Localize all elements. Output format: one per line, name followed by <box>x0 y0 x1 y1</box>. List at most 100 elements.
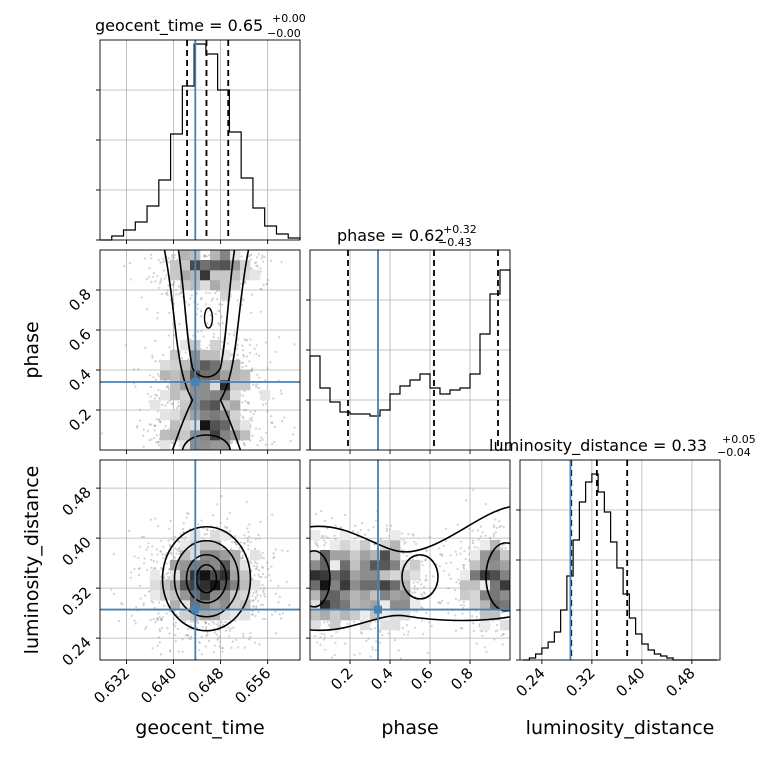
sample-point <box>153 397 156 400</box>
sample-point <box>440 554 444 557</box>
sample-point <box>333 534 336 537</box>
density-cell <box>210 570 221 581</box>
sample-point <box>263 617 266 621</box>
sample-point <box>270 259 273 262</box>
sample-point <box>422 585 426 589</box>
sample-point <box>142 428 145 431</box>
sample-point <box>283 416 286 419</box>
sample-point <box>263 255 266 259</box>
sample-point <box>264 443 267 447</box>
sample-point <box>250 613 254 616</box>
sample-point <box>246 540 249 543</box>
density-cell <box>210 380 221 391</box>
sample-point <box>261 551 264 555</box>
sample-point <box>167 577 170 581</box>
density-cell <box>210 340 221 351</box>
sample-point <box>323 633 326 636</box>
density-cell <box>200 580 211 591</box>
sample-point <box>177 650 180 653</box>
sample-point <box>168 650 172 653</box>
sample-point <box>148 590 151 593</box>
sample-point <box>241 362 245 365</box>
density-cell <box>220 530 231 541</box>
sample-point <box>385 529 388 533</box>
sample-point <box>167 387 171 391</box>
sample-point <box>228 333 231 336</box>
sample-point <box>168 311 171 315</box>
sample-point <box>172 555 175 558</box>
sample-point <box>154 280 157 283</box>
sample-point <box>142 434 145 437</box>
sample-point <box>203 620 207 624</box>
density-cell <box>230 400 241 411</box>
sample-point <box>425 549 428 553</box>
sample-point <box>246 536 249 540</box>
sample-point <box>221 650 224 653</box>
sample-point <box>320 632 323 635</box>
sample-point <box>257 387 261 390</box>
density-cell <box>220 350 231 361</box>
sample-point <box>175 552 178 555</box>
sample-point <box>252 605 255 608</box>
sample-point <box>256 593 259 597</box>
sample-point <box>184 634 188 637</box>
sample-point <box>220 495 223 498</box>
sample-point <box>154 517 157 520</box>
sample-point <box>494 518 497 521</box>
sample-point <box>144 594 147 597</box>
sample-point <box>323 519 327 522</box>
sample-point <box>156 317 159 320</box>
sample-point <box>416 581 419 584</box>
sample-point <box>243 541 246 545</box>
sample-point <box>270 565 273 568</box>
sample-point <box>463 550 466 553</box>
sample-point <box>279 617 283 620</box>
sample-point <box>241 401 244 404</box>
sample-point <box>150 553 154 556</box>
sample-point <box>128 529 131 533</box>
sample-point <box>173 253 176 256</box>
sample-point <box>260 256 263 260</box>
sample-point <box>172 284 175 287</box>
sample-point <box>200 309 203 313</box>
sample-point <box>331 517 334 520</box>
sample-point <box>176 627 180 630</box>
sample-point <box>254 538 258 541</box>
sample-point <box>149 395 152 398</box>
sample-point <box>134 385 137 388</box>
sample-point <box>158 641 161 644</box>
sample-point <box>142 562 146 565</box>
sample-point <box>164 404 167 407</box>
sample-point <box>167 539 170 542</box>
sample-point <box>224 629 228 633</box>
sample-point <box>212 333 216 336</box>
sample-point <box>187 512 190 515</box>
sample-point <box>154 620 157 624</box>
sample-point <box>281 549 284 552</box>
sample-point <box>150 257 153 260</box>
sample-point <box>165 572 168 576</box>
sample-point <box>343 513 346 517</box>
sample-point <box>177 285 180 288</box>
sample-point <box>399 657 402 660</box>
sample-point <box>220 621 223 624</box>
sample-point <box>449 554 452 557</box>
sample-point <box>259 594 262 597</box>
sample-point <box>140 535 144 539</box>
sample-point <box>385 527 388 530</box>
sample-point <box>471 615 474 618</box>
sample-point <box>230 548 233 551</box>
sample-point <box>236 347 239 350</box>
density-cell <box>210 530 221 541</box>
density-cell <box>180 540 191 551</box>
sample-point <box>468 527 471 531</box>
sample-point <box>160 617 163 621</box>
sample-point <box>162 269 166 272</box>
sample-point <box>484 534 487 537</box>
sample-point <box>271 513 274 516</box>
sample-point <box>262 557 265 560</box>
sample-point <box>241 415 244 418</box>
density-cell <box>230 260 241 271</box>
sample-point <box>128 261 132 265</box>
sample-point <box>261 254 264 257</box>
